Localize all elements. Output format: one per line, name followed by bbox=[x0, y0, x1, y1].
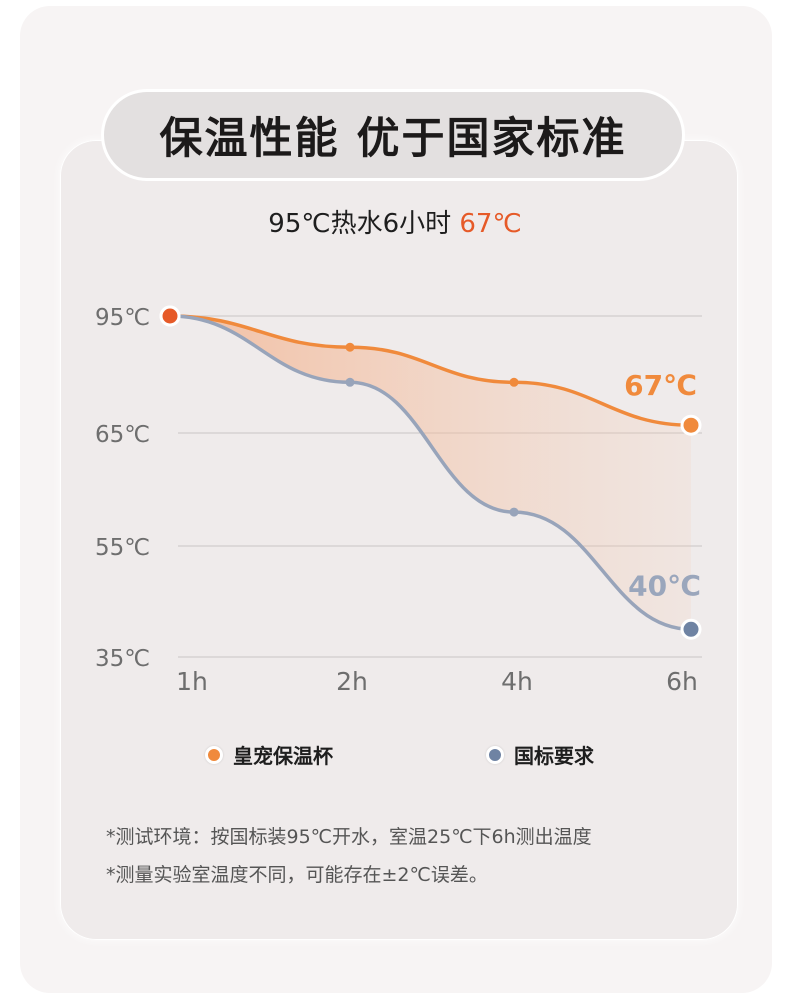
y-tick-label: 65℃ bbox=[95, 422, 150, 448]
legend-label-standard: 国标要求 bbox=[514, 744, 594, 768]
footnote-test-env: *测试环境：按国标装95℃开水，室温25℃下6h测出温度 bbox=[106, 826, 592, 848]
data-point-standard bbox=[680, 618, 702, 640]
chart-subtitle: 95℃热水6小时 67℃ bbox=[0, 203, 790, 240]
x-tick-label: 2h bbox=[336, 667, 368, 696]
subtitle-highlight: 67℃ bbox=[459, 209, 522, 239]
band-fill bbox=[170, 316, 691, 630]
x-tick-label: 6h bbox=[666, 667, 698, 696]
y-tick-label: 55℃ bbox=[95, 535, 150, 561]
legend-dot-product bbox=[205, 745, 223, 764]
footnote-error: *测量实验室温度不同，可能存在±2℃误差。 bbox=[106, 864, 488, 886]
data-point-standard bbox=[345, 377, 355, 387]
data-point-product bbox=[509, 377, 519, 387]
subtitle-prefix: 95℃热水6小时 bbox=[268, 209, 460, 239]
series-line-product bbox=[168, 314, 693, 427]
legend-item-product: 皇宠保温杯 bbox=[205, 740, 333, 769]
series-line-standard bbox=[168, 314, 693, 631]
end-label-product: 67℃ bbox=[624, 369, 697, 402]
data-point-standard bbox=[509, 507, 519, 517]
legend-item-standard: 国标要求 bbox=[486, 740, 594, 769]
x-tick-label: 1h bbox=[176, 667, 208, 696]
legend-dot-standard bbox=[486, 745, 504, 764]
end-label-standard: 40℃ bbox=[628, 569, 701, 602]
page-title: 保温性能 优于国家标准 bbox=[159, 114, 627, 164]
data-point-standard bbox=[159, 305, 181, 327]
x-tick-label: 4h bbox=[501, 667, 533, 696]
data-point-product bbox=[345, 342, 355, 352]
title-pill: 保温性能 优于国家标准 bbox=[104, 92, 682, 178]
data-point-product bbox=[680, 414, 702, 436]
y-tick-label: 35℃ bbox=[95, 646, 150, 672]
y-tick-label: 95℃ bbox=[95, 305, 150, 331]
legend-label-product: 皇宠保温杯 bbox=[233, 744, 333, 768]
